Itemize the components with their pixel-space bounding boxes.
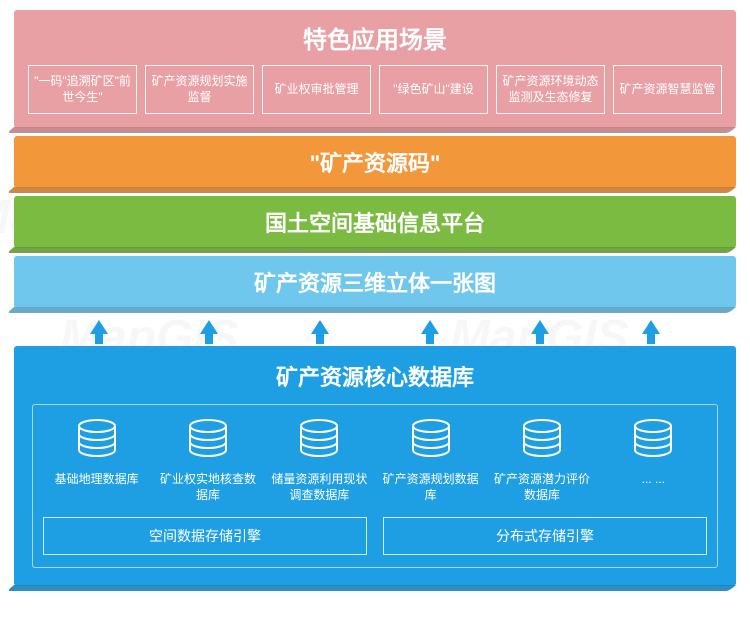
arrow-up-icon <box>311 320 329 334</box>
engine-row: 空间数据存储引擎 分布式存储引擎 <box>43 517 707 555</box>
database-label: 矿产资源规划数据库 <box>377 472 484 503</box>
layer-land-platform: 国土空间基础信息平台 <box>14 196 736 248</box>
database-item: 矿产资源潜力评价数据库 <box>488 419 595 503</box>
arrow-up-icon <box>90 320 108 334</box>
database-icon <box>75 419 119 459</box>
database-item: 矿产资源规划数据库 <box>377 419 484 503</box>
engine-box: 空间数据存储引擎 <box>43 517 367 555</box>
scenario-box: 矿产资源环境动态监测及生态修复 <box>496 65 605 114</box>
layer-scenarios: 特色应用场景 "一码"追溯矿区"前世今生" 矿产资源规划实施监督 矿业权审批管理… <box>14 10 736 128</box>
database-icon <box>409 419 453 459</box>
arrow-up-icon <box>200 320 218 334</box>
scenarios-row: "一码"追溯矿区"前世今生" 矿产资源规划实施监督 矿业权审批管理 "绿色矿山"… <box>28 65 722 114</box>
arrow-up-icon <box>531 320 549 334</box>
core-db-title: 矿产资源核心数据库 <box>32 360 718 392</box>
scenario-box: "一码"追溯矿区"前世今生" <box>28 65 137 114</box>
database-label: 基础地理数据库 <box>43 472 150 488</box>
engine-box: 分布式存储引擎 <box>383 517 707 555</box>
architecture-diagram: 特色应用场景 "一码"追溯矿区"前世今生" 矿产资源规划实施监督 矿业权审批管理… <box>0 0 750 604</box>
arrow-up-icon <box>642 320 660 334</box>
database-icon <box>520 419 564 459</box>
database-icon <box>297 419 341 459</box>
database-icon <box>186 419 230 459</box>
core-db-inner: 基础地理数据库 矿业权实地核查数据库 储量资源利用现状调查数据库 矿产资源规划数… <box>32 404 718 568</box>
arrow-up-icon <box>421 320 439 334</box>
scenario-box: 矿产资源智慧监管 <box>613 65 722 114</box>
scenario-box: "绿色矿山"建设 <box>379 65 488 114</box>
database-item: 矿业权实地核查数据库 <box>154 419 261 503</box>
database-item: 基础地理数据库 <box>43 419 150 503</box>
layer-3d-map: 矿产资源三维立体一张图 <box>14 256 736 308</box>
layer-core-database: 矿产资源核心数据库 基础地理数据库 矿业权实地核查数据库 储量资源利用现状调查数… <box>14 346 736 586</box>
scenarios-title: 特色应用场景 <box>28 20 722 55</box>
database-label: 矿业权实地核查数据库 <box>154 472 261 503</box>
database-label: ... ... <box>600 472 707 488</box>
scenario-box: 矿产资源规划实施监督 <box>145 65 254 114</box>
database-icon <box>631 419 675 459</box>
database-item: ... ... <box>600 419 707 503</box>
database-label: 矿产资源潜力评价数据库 <box>488 472 595 503</box>
database-row: 基础地理数据库 矿业权实地核查数据库 储量资源利用现状调查数据库 矿产资源规划数… <box>43 419 707 503</box>
flow-arrows <box>14 316 736 338</box>
layer-resource-code: "矿产资源码" <box>14 136 736 188</box>
database-label: 储量资源利用现状调查数据库 <box>266 472 373 503</box>
scenario-box: 矿业权审批管理 <box>262 65 371 114</box>
database-item: 储量资源利用现状调查数据库 <box>266 419 373 503</box>
